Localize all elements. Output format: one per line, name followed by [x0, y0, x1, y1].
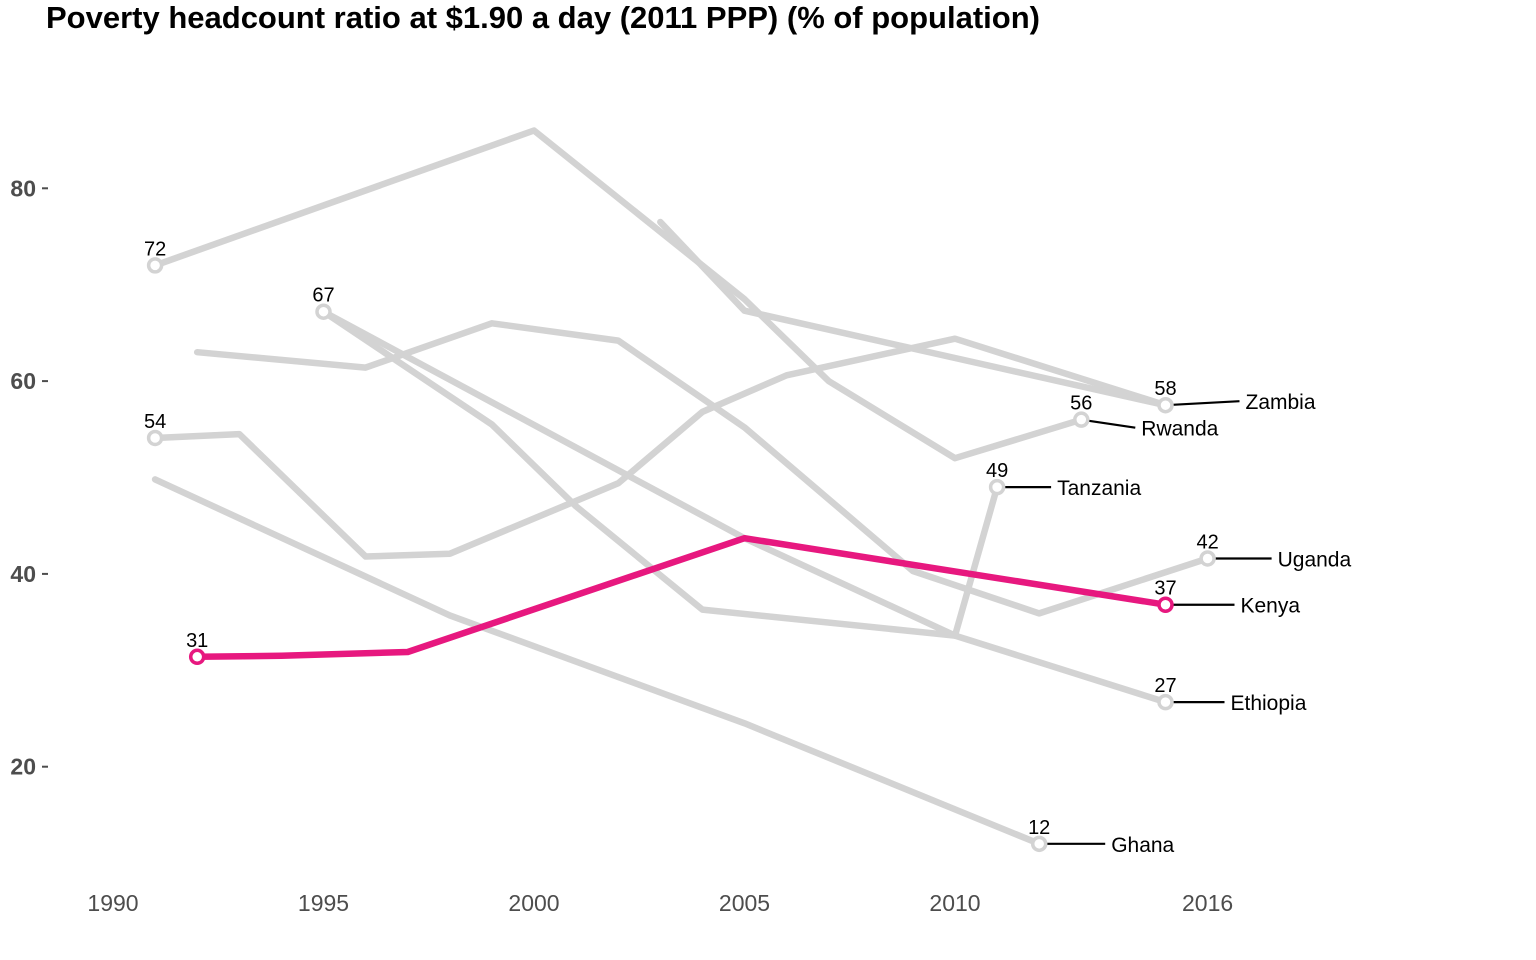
start-point-marker: [146, 429, 164, 447]
country-label-kenya: Kenya: [1241, 595, 1301, 618]
start-point-marker: [146, 257, 164, 274]
y-tick-label: 60: [10, 368, 36, 394]
start-point-marker: [188, 648, 206, 666]
annotations: 58 Zambia 56 Rwanda 49 Tanzania 42 Uganda 37 Keny…: [144, 238, 1352, 856]
y-tick-label: 20: [10, 754, 36, 780]
x-tick-label: 2000: [508, 890, 559, 916]
start-value-label: 54: [144, 411, 166, 433]
series-line-rwanda: [151, 127, 1085, 462]
end-value-label: 56: [1070, 393, 1092, 415]
series-line-uganda: [193, 320, 1211, 617]
end-point-marker: [1157, 693, 1174, 711]
start-value-label: 31: [186, 630, 208, 652]
series-line-zambia: [657, 218, 1169, 409]
x-tick-label: 1995: [298, 890, 349, 916]
muted-series-lines: [151, 127, 1211, 848]
end-point-marker: [1030, 835, 1048, 853]
label-connector: [1165, 400, 1240, 407]
country-label-zambia: Zambia: [1246, 391, 1316, 414]
country-label-rwanda: Rwanda: [1141, 418, 1218, 441]
end-point-marker: [988, 478, 1006, 496]
series-line-ethiopia: [320, 308, 1169, 706]
country-label-uganda: Uganda: [1278, 548, 1352, 571]
end-value-label: 49: [986, 460, 1008, 482]
end-value-label: 58: [1154, 378, 1176, 400]
start-value-label: 67: [312, 285, 334, 307]
series-line-unlabeled: [151, 335, 1169, 560]
end-value-label: 12: [1028, 817, 1050, 839]
country-label-tanzania: Tanzania: [1057, 477, 1141, 500]
country-label-ethiopia: Ethiopia: [1231, 692, 1307, 715]
x-tick-label: 2005: [719, 890, 770, 916]
series-line-ghana: [151, 476, 1043, 848]
chart-title: Poverty headcount ratio at $1.90 a day (…: [46, 0, 1040, 35]
x-tick-label: 1990: [87, 890, 138, 916]
end-point-marker: [1199, 550, 1216, 567]
y-tick-label: 40: [10, 561, 36, 587]
label-connector: [1081, 418, 1136, 429]
x-tick-label: 2016: [1182, 890, 1233, 916]
y-tick-label: 80: [10, 175, 36, 201]
x-tick-label: 2010: [929, 890, 980, 916]
start-point-marker: [315, 303, 332, 320]
series-line-tanzania: [320, 308, 1001, 639]
series-line-kenya: [193, 534, 1169, 661]
highlighted-series-lines: [193, 534, 1169, 661]
end-value-label: 27: [1154, 675, 1176, 697]
country-label-ghana: Ghana: [1111, 834, 1174, 857]
y-axis: 20 40 60 80: [10, 175, 48, 780]
end-value-label: 42: [1196, 531, 1218, 553]
x-axis: 1990 1995 2000 2005 2010 2016: [87, 890, 1233, 916]
end-point-marker: [1157, 596, 1174, 613]
end-point-marker: [1157, 396, 1174, 414]
end-value-label: 37: [1154, 578, 1176, 600]
start-value-label: 72: [144, 238, 166, 260]
end-point-marker: [1073, 411, 1090, 428]
